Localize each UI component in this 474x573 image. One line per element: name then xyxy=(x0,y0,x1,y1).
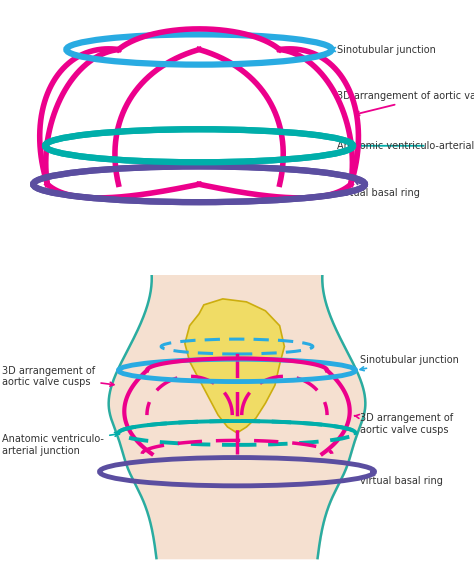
Text: virtual basal ring: virtual basal ring xyxy=(337,181,419,198)
Text: Anatomic ventriculo-arterial junction: Anatomic ventriculo-arterial junction xyxy=(337,141,474,151)
Text: Sinotubular junction: Sinotubular junction xyxy=(331,45,436,54)
Text: 3D arrangement of aortic valve cusps: 3D arrangement of aortic valve cusps xyxy=(337,91,474,115)
Text: 3D arrangement of
aortic valve cusps: 3D arrangement of aortic valve cusps xyxy=(2,366,114,387)
Text: virtual basal ring: virtual basal ring xyxy=(360,472,443,486)
Text: Anatomic ventriculo-
arterial junction: Anatomic ventriculo- arterial junction xyxy=(2,433,118,456)
Text: 3D arrangement of
aortic valve cusps: 3D arrangement of aortic valve cusps xyxy=(355,413,453,435)
Text: Sinotubular junction: Sinotubular junction xyxy=(360,355,459,371)
Polygon shape xyxy=(185,299,284,433)
